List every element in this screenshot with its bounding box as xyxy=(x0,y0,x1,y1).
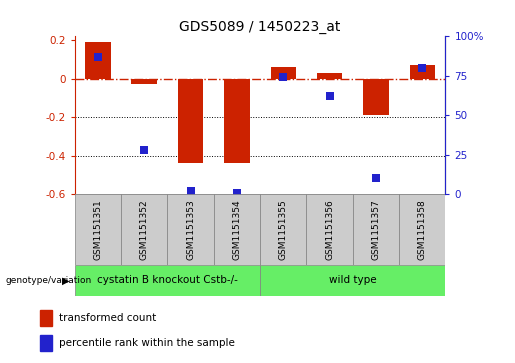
Bar xyxy=(214,194,260,265)
Text: GSM1151356: GSM1151356 xyxy=(325,199,334,260)
Text: wild type: wild type xyxy=(329,276,376,285)
Bar xyxy=(85,42,111,79)
Bar xyxy=(260,194,306,265)
Bar xyxy=(399,194,445,265)
Bar xyxy=(260,265,445,296)
Text: GSM1151353: GSM1151353 xyxy=(186,199,195,260)
Bar xyxy=(353,194,399,265)
Text: ▶: ▶ xyxy=(62,276,70,285)
Text: transformed count: transformed count xyxy=(59,313,157,323)
Point xyxy=(94,54,102,60)
Point xyxy=(372,176,380,182)
Title: GDS5089 / 1450223_at: GDS5089 / 1450223_at xyxy=(179,20,341,34)
Bar xyxy=(75,265,260,296)
Text: GSM1151357: GSM1151357 xyxy=(371,199,381,260)
Bar xyxy=(363,79,389,115)
Text: cystatin B knockout Cstb-/-: cystatin B knockout Cstb-/- xyxy=(97,276,238,285)
Bar xyxy=(167,194,214,265)
Text: percentile rank within the sample: percentile rank within the sample xyxy=(59,338,235,348)
Point xyxy=(279,74,287,80)
Point xyxy=(140,147,148,153)
Bar xyxy=(178,79,203,163)
Bar xyxy=(131,79,157,85)
Text: GSM1151352: GSM1151352 xyxy=(140,199,149,260)
Bar xyxy=(317,73,342,79)
Point xyxy=(186,188,195,194)
Text: GSM1151355: GSM1151355 xyxy=(279,199,288,260)
Point xyxy=(233,190,241,196)
Point xyxy=(325,93,334,99)
Text: GSM1151354: GSM1151354 xyxy=(232,199,242,260)
Bar xyxy=(409,65,435,79)
Bar xyxy=(41,310,52,326)
Text: genotype/variation: genotype/variation xyxy=(5,276,91,285)
Bar xyxy=(306,194,353,265)
Bar xyxy=(41,335,52,351)
Text: GSM1151351: GSM1151351 xyxy=(93,199,102,260)
Bar xyxy=(75,194,121,265)
Point xyxy=(418,65,426,71)
Bar xyxy=(270,67,296,79)
Bar xyxy=(121,194,167,265)
Text: GSM1151358: GSM1151358 xyxy=(418,199,427,260)
Bar xyxy=(224,79,250,163)
